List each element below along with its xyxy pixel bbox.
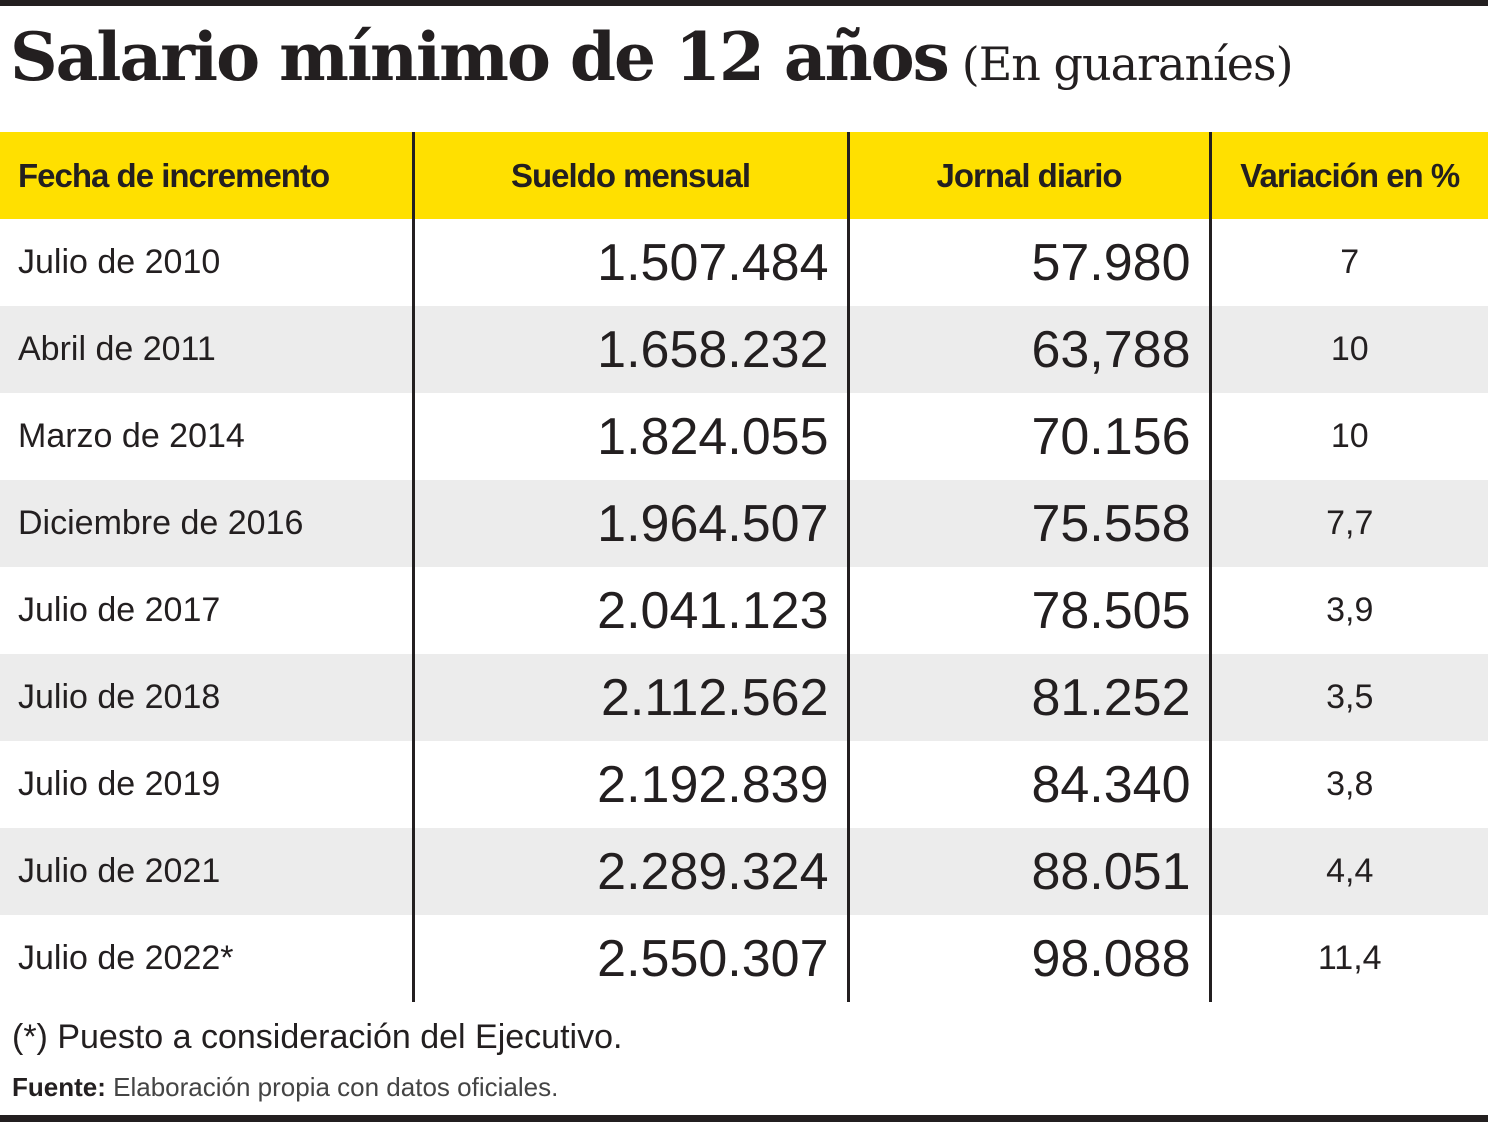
header-row: Fecha de incremento Sueldo mensual Jorna… [0,132,1488,219]
cell-monthly-salary: 1.507.484 [413,219,850,306]
cell-monthly-salary: 2.289.324 [413,828,850,915]
cell-variation: 7,7 [1210,480,1488,567]
cell-date: Marzo de 2014 [0,393,415,480]
cell-daily-wage: 84.340 [848,741,1212,828]
cell-daily-wage: 81.252 [848,654,1212,741]
cell-daily-wage: 70.156 [848,393,1212,480]
cell-monthly-salary: 1.824.055 [413,393,850,480]
table-row: Marzo de 2014 1.824.055 70.156 10 [0,393,1488,480]
header-variation: Variación en % [1210,132,1488,219]
cell-date: Abril de 2011 [0,306,415,393]
cell-date: Julio de 2022* [0,915,415,1002]
table-row: Abril de 2011 1.658.232 63,788 10 [0,306,1488,393]
page-title: Salario mínimo de 12 años (En guaraníes) [10,18,1294,96]
cell-variation: 10 [1210,306,1488,393]
cell-variation: 11,4 [1317,939,1382,977]
cell-date: Julio de 2010 [0,219,415,306]
cell-monthly-salary: 2.192.839 [413,741,850,828]
cell-date: Julio de 2021 [0,828,415,915]
cell-daily-wage: 57.980 [848,219,1212,306]
cell-monthly-salary: 1.658.232 [413,306,850,393]
cell-variation: 4,4 [1210,828,1488,915]
table-row: Julio de 2017 2.041.123 78.505 3,9 [0,567,1488,654]
table-row: Diciembre de 2016 1.964.507 75.558 7,7 [0,480,1488,567]
source: Fuente: Elaboración propia con datos ofi… [12,1072,558,1103]
header-monthly: Sueldo mensual [413,132,850,219]
cell-date: Julio de 2019 [0,741,415,828]
footnote: (*) Puesto a consideración del Ejecutivo… [12,1018,623,1056]
cell-variation: 3,5 [1210,654,1488,741]
cell-variation: 7 [1340,243,1360,281]
cell-date: Julio de 2018 [0,654,415,741]
cell-daily-wage: 88.051 [848,828,1212,915]
title-sub: (En guaraníes) [961,37,1294,91]
bottom-rule [0,1115,1488,1122]
cell-daily-wage: 75.558 [848,480,1212,567]
header-daily: Jornal diario [848,132,1212,219]
cell-variation: 3,8 [1326,765,1374,803]
cell-daily-wage: 63,788 [848,306,1212,393]
table-row: Julio de 2022* 2.550.307 98.088 11,4 [0,915,1488,1002]
title-main: Salario mínimo de 12 años [10,18,950,96]
table-row: Julio de 2019 2.192.839 84.340 3,8 [0,741,1488,828]
cell-monthly-salary: 2.550.307 [413,915,850,1002]
cell-date: Julio de 2017 [0,567,415,654]
source-label: Fuente: [12,1072,106,1102]
salary-table: Fecha de incremento Sueldo mensual Jorna… [0,132,1488,1002]
cell-variation: 3,9 [1326,591,1374,629]
source-text: Elaboración propia con datos oficiales. [113,1072,559,1102]
cell-monthly-salary: 2.041.123 [413,567,850,654]
cell-date: Diciembre de 2016 [0,480,415,567]
cell-monthly-salary: 1.964.507 [413,480,850,567]
table-row: Julio de 2018 2.112.562 81.252 3,5 [0,654,1488,741]
table-row: Julio de 2010 1.507.484 57.980 7 [0,219,1488,306]
header-date: Fecha de incremento [0,132,415,219]
top-rule [0,0,1488,6]
cell-daily-wage: 98.088 [848,915,1212,1002]
cell-daily-wage: 78.505 [848,567,1212,654]
cell-variation: 10 [1330,417,1369,455]
cell-monthly-salary: 2.112.562 [413,654,850,741]
table-row: Julio de 2021 2.289.324 88.051 4,4 [0,828,1488,915]
